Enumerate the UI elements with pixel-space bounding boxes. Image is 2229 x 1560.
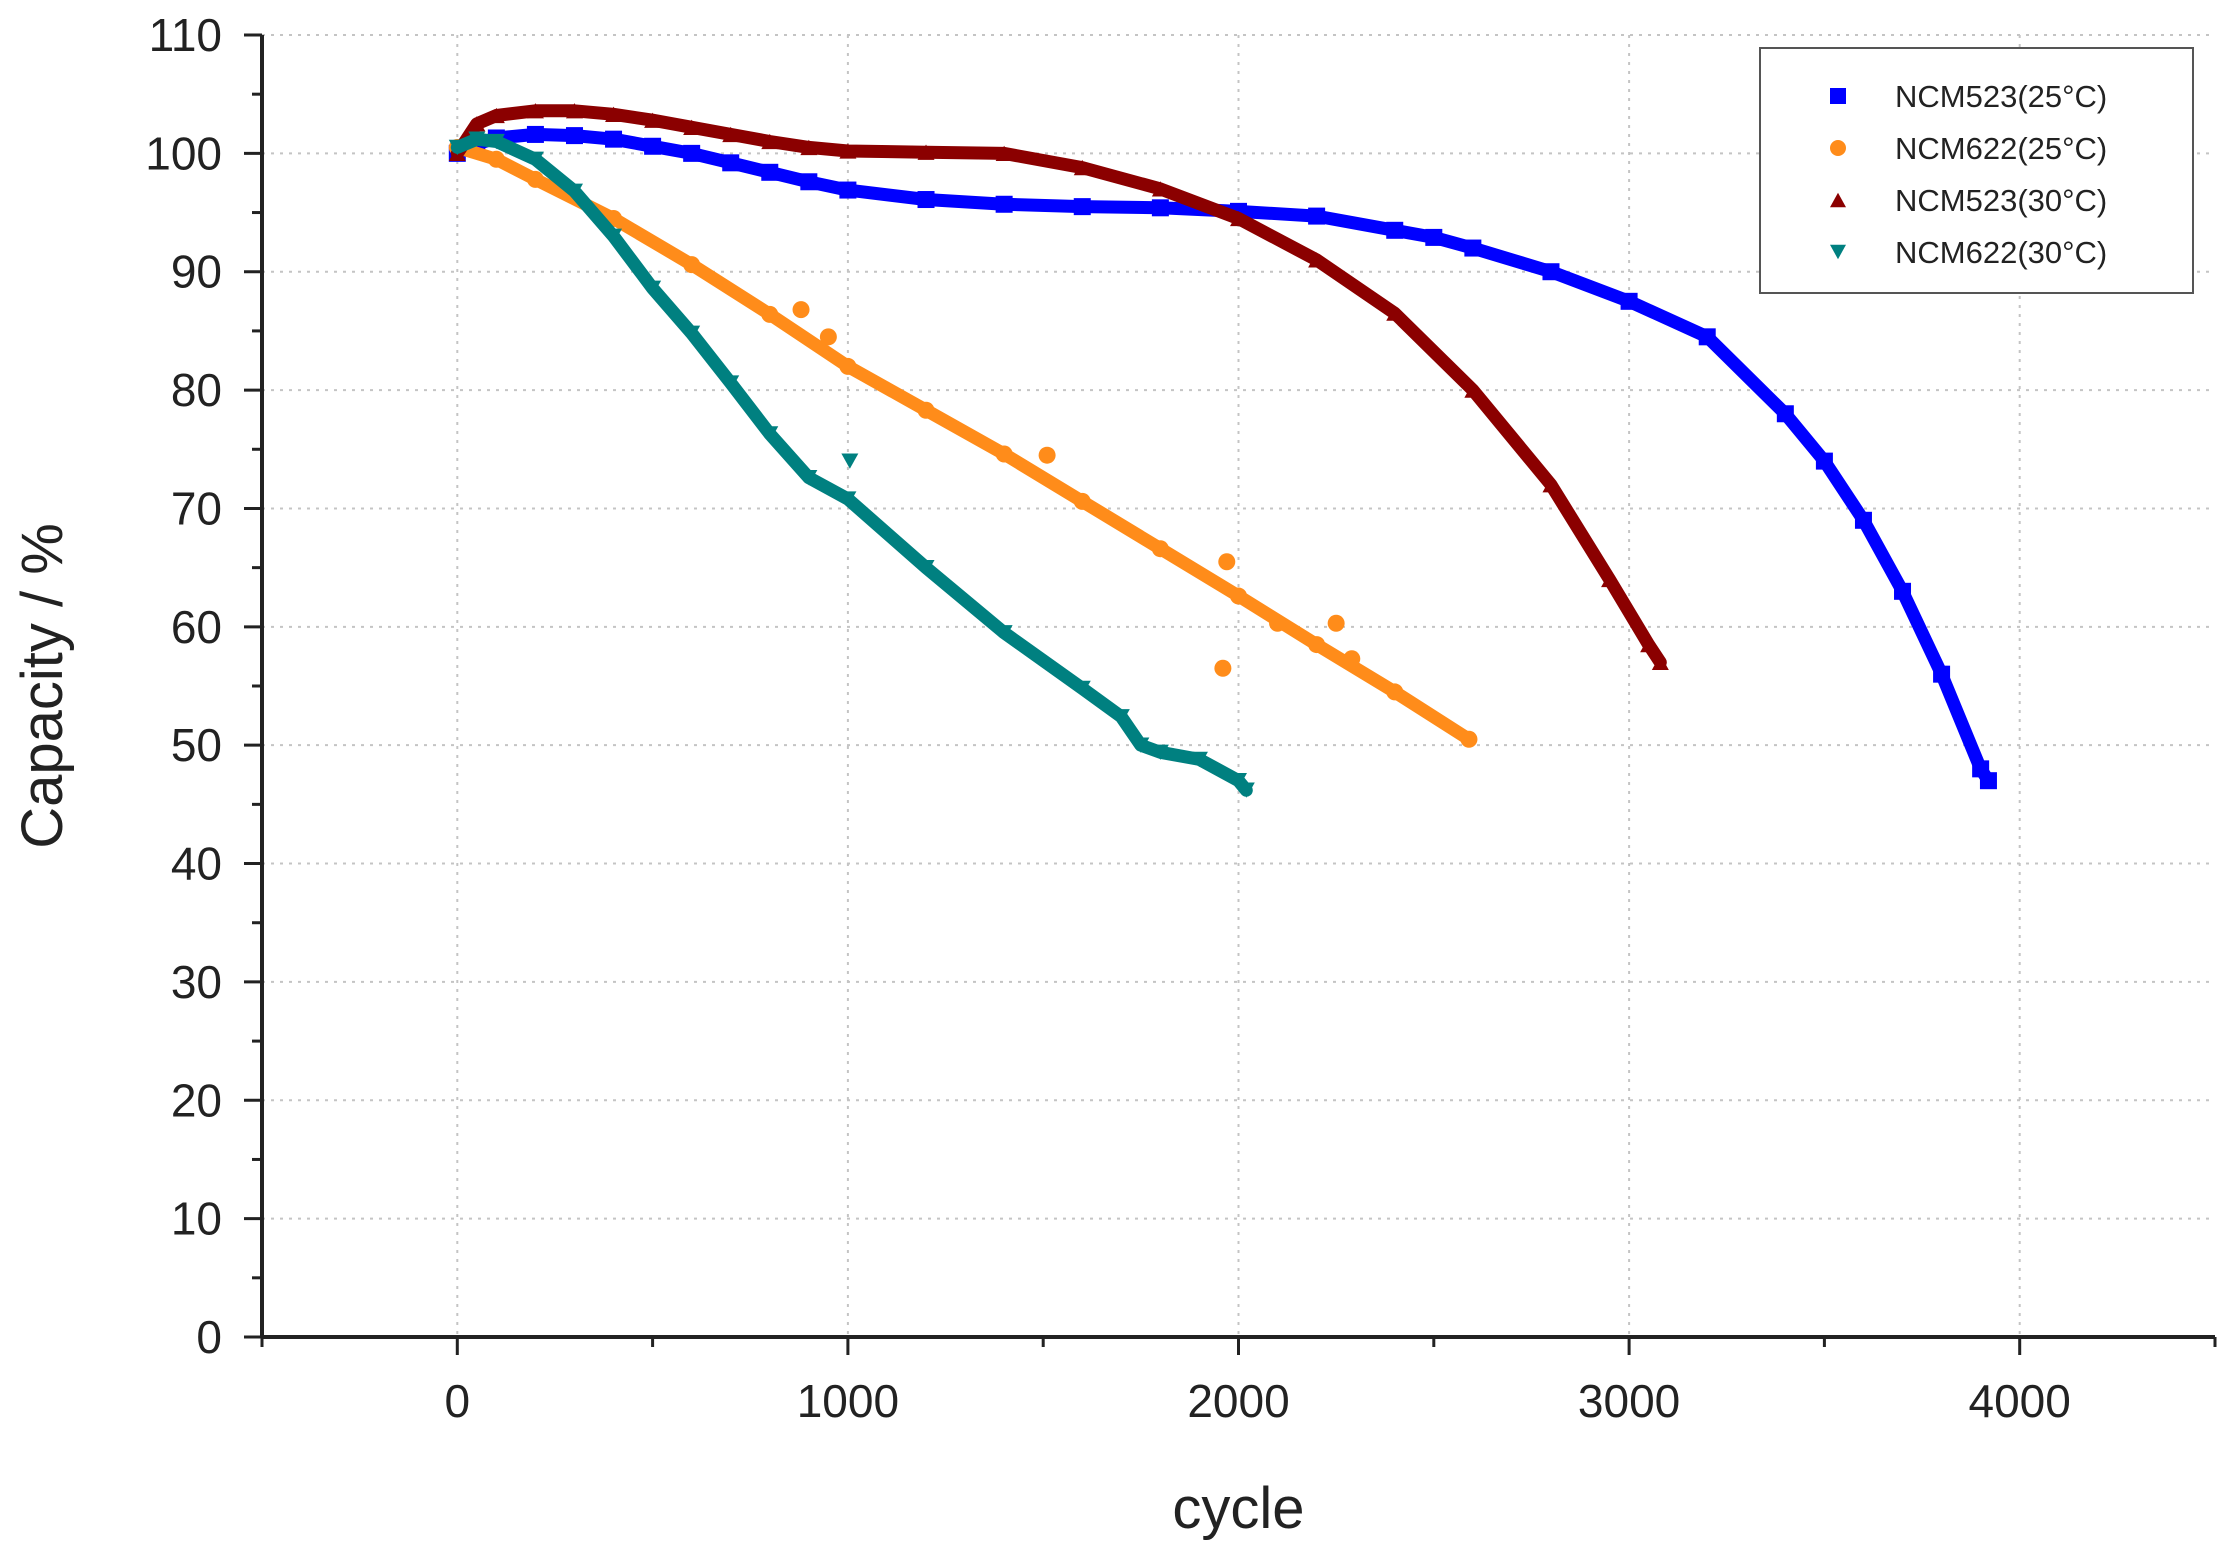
y-tick-label: 30 (171, 956, 222, 1008)
x-tick-label: 1000 (797, 1375, 899, 1427)
data-point (800, 173, 817, 190)
data-point (839, 182, 856, 199)
data-point (605, 131, 622, 148)
data-point (1699, 328, 1716, 345)
data-point (1152, 199, 1169, 216)
legend-label: NCM523(25°C) (1895, 79, 2107, 114)
data-point (1074, 198, 1091, 215)
data-point (1816, 453, 1833, 470)
legend-label: NCM523(30°C) (1895, 183, 2107, 218)
y-tick-label: 110 (149, 9, 222, 61)
data-point (996, 446, 1013, 463)
data-point (1074, 493, 1091, 510)
series-trace (457, 111, 1660, 663)
legend-label: NCM622(30°C) (1895, 235, 2107, 270)
data-point (1343, 650, 1360, 667)
y-tick-label: 100 (145, 127, 222, 179)
data-point (527, 171, 544, 188)
x-axis-title: cycle (1172, 1476, 1304, 1541)
series-2 (449, 103, 1669, 670)
x-tick-label: 3000 (1578, 1375, 1680, 1427)
data-point (1855, 512, 1872, 529)
x-tick-label: 4000 (1969, 1375, 2071, 1427)
data-point (1464, 240, 1481, 257)
data-point (1460, 731, 1477, 748)
y-tick-label: 80 (171, 364, 222, 416)
data-point (1425, 229, 1442, 246)
data-point (1308, 636, 1325, 653)
data-point (1269, 615, 1286, 632)
y-tick-label: 50 (171, 719, 222, 771)
data-point (1386, 683, 1403, 700)
x-tick-label: 2000 (1187, 1375, 1289, 1427)
y-tick-label: 20 (171, 1074, 222, 1126)
data-point (1386, 222, 1403, 239)
data-point (488, 151, 505, 168)
data-point (761, 164, 778, 181)
data-point (1214, 660, 1231, 677)
data-point (1933, 666, 1950, 683)
data-point (793, 301, 810, 318)
data-point (761, 306, 778, 323)
y-tick-label: 60 (171, 601, 222, 653)
series-3 (449, 132, 1255, 798)
data-point (566, 127, 583, 144)
legend-marker (1830, 140, 1846, 156)
x-tick-label: 0 (445, 1375, 471, 1427)
data-point (1542, 263, 1559, 280)
data-point (1230, 588, 1247, 605)
data-point (1308, 208, 1325, 225)
legend-label: NCM622(25°C) (1895, 131, 2107, 166)
data-point (918, 191, 935, 208)
data-point (683, 145, 700, 162)
y-tick-label: 90 (171, 246, 222, 298)
data-point (1152, 540, 1169, 557)
y-tick-label: 10 (171, 1193, 222, 1245)
data-point (1894, 583, 1911, 600)
data-point (1218, 553, 1235, 570)
data-point (841, 453, 858, 468)
data-point (1621, 293, 1638, 310)
legend: NCM523(25°C) NCM622(25°C) NCM523(30°C) NCM6… (1760, 48, 2193, 293)
data-point (1039, 447, 1056, 464)
data-point (820, 328, 837, 345)
data-point (722, 154, 739, 171)
data-point (839, 358, 856, 375)
y-tick-label: 40 (171, 838, 222, 890)
legend-marker (1830, 88, 1846, 104)
y-tick-label: 70 (171, 482, 222, 534)
data-point (644, 138, 661, 155)
data-point (527, 126, 544, 143)
data-point (1980, 772, 1997, 789)
data-point (1777, 405, 1794, 422)
data-point (683, 256, 700, 273)
y-axis-title: Capacity / % (10, 523, 75, 849)
y-tick-label: 0 (196, 1311, 222, 1363)
series-trace (457, 134, 1988, 780)
data-point (1328, 615, 1345, 632)
data-point (996, 196, 1013, 213)
data-point (918, 402, 935, 419)
